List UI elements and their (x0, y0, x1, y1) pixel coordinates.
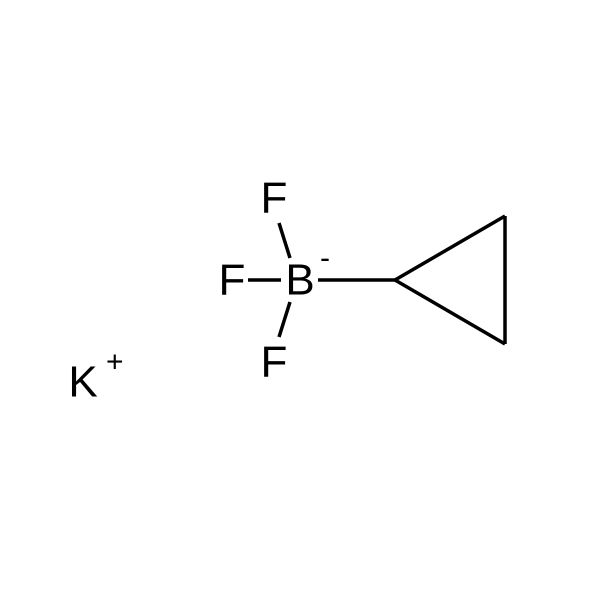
atom-K: K (68, 358, 97, 407)
bond-C1-C2 (395, 216, 505, 280)
chemical-structure-svg: K + B - F F F (0, 0, 600, 600)
bond-B-F1 (279, 223, 290, 258)
atom-K-charge: + (106, 346, 124, 379)
atom-B-charge: - (320, 242, 330, 275)
atom-B: B (285, 256, 314, 305)
atom-F2: F (219, 256, 246, 305)
bond-C3-C1 (395, 280, 505, 344)
atom-F1: F (261, 174, 288, 223)
atom-F3: F (261, 338, 288, 387)
bond-B-F3 (279, 302, 290, 337)
atoms-group: K + B - F F F (68, 174, 330, 407)
